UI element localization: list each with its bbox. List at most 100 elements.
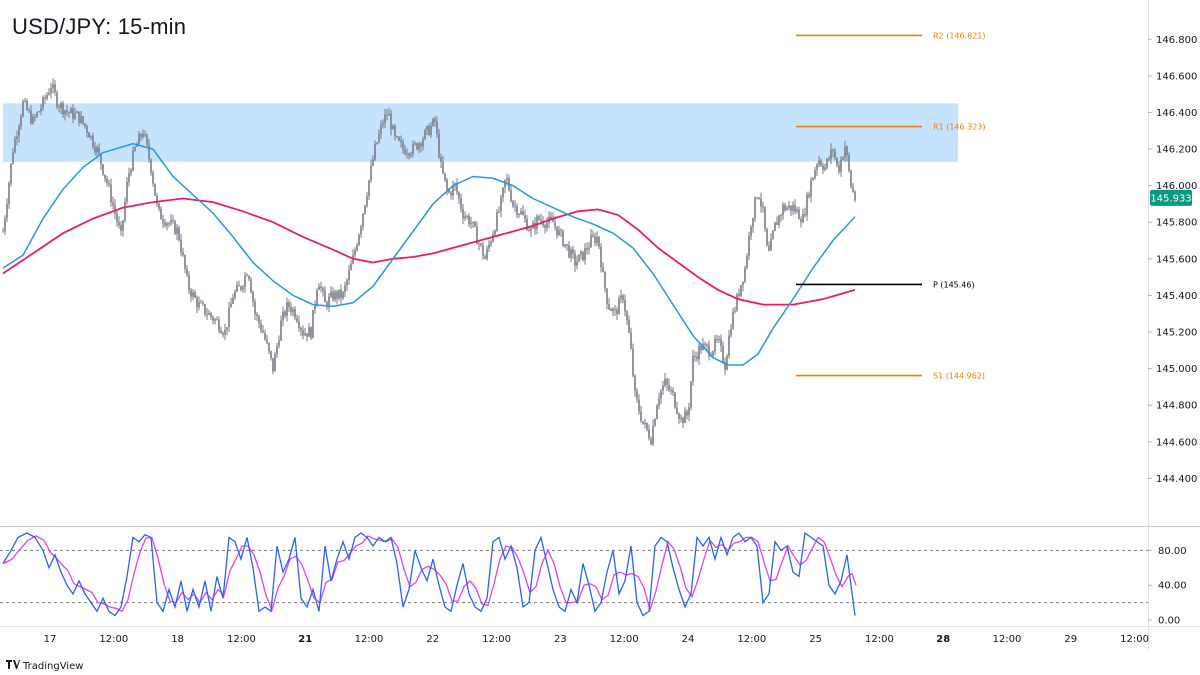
price-tick-label: 146.400 [1156, 108, 1197, 119]
time-tick-label: 12:00 [99, 634, 128, 645]
candle-body [762, 206, 764, 208]
candle-body [14, 139, 16, 153]
candle-body [732, 311, 734, 329]
candle-body [698, 346, 700, 360]
candle-body [752, 218, 754, 228]
candle-body [776, 222, 778, 225]
candle-body [66, 110, 68, 113]
candle-body [518, 214, 520, 216]
candle-body [638, 399, 640, 412]
candle-body [668, 384, 670, 391]
price-tick-label: 146.000 [1156, 181, 1197, 192]
candle-body [62, 103, 64, 115]
candle-body [24, 100, 26, 102]
candle-body [744, 267, 746, 282]
last-price-tag-background [1150, 189, 1192, 206]
time-tick-label: 12:00 [227, 634, 256, 645]
candle-body [2, 231, 4, 233]
candle-body [648, 429, 650, 439]
candle-body [366, 196, 368, 206]
candle-body [558, 229, 560, 236]
candle-body [602, 267, 604, 272]
candle-body [364, 205, 366, 214]
candle-body [84, 123, 86, 127]
candle-body [220, 330, 222, 334]
candle-body [686, 411, 688, 416]
candle-body [774, 222, 776, 232]
candle-body [304, 333, 306, 336]
candle-body [440, 157, 442, 162]
candle-body [124, 201, 126, 221]
candle-body [720, 339, 722, 346]
candle-body [404, 149, 406, 155]
price-axis: 146.800 146.600 146.400 146.200 146.000 145.8… [1148, 35, 1197, 485]
candle-body [612, 308, 614, 312]
candle-body [164, 222, 166, 226]
candle-body [204, 304, 206, 315]
candle-body [782, 204, 784, 216]
candle-body [422, 139, 424, 147]
candle-body [54, 84, 56, 93]
candle-body [244, 275, 246, 287]
candle-body [850, 170, 852, 187]
candle-body [486, 248, 488, 259]
candle-body [476, 226, 478, 245]
candle-body [786, 207, 788, 211]
candle-body [832, 149, 834, 151]
candle-body [498, 211, 500, 213]
candle-body [614, 308, 616, 310]
candle-body [4, 218, 6, 232]
candle-body [384, 114, 386, 124]
candle-body [466, 216, 468, 218]
stochastic-axis: 80.00 40.00 0.00 [1148, 546, 1187, 627]
tradingview-text: TradingView [23, 660, 84, 672]
candle-body [620, 295, 622, 299]
stochastic-k-line [2, 531, 856, 617]
time-tick-label: 17 [44, 634, 57, 645]
candle-body [248, 275, 250, 280]
candle-body [126, 181, 128, 202]
candle-body [848, 155, 850, 171]
candle-body [26, 100, 28, 111]
candle-body [844, 146, 846, 158]
candle-body [748, 235, 750, 256]
candle-body [734, 310, 736, 312]
candle-body [480, 243, 482, 246]
candle-body [826, 158, 828, 168]
tradingview-branding[interactable]: TradingView [6, 660, 83, 672]
candle-body [346, 280, 348, 286]
candle-body [652, 425, 654, 445]
candle-body [812, 177, 814, 181]
candle-body [370, 165, 372, 181]
candle-body [464, 216, 466, 219]
candle-body [292, 309, 294, 313]
time-tick-label: 18 [171, 634, 184, 645]
time-tick-label: 12:00 [865, 634, 894, 645]
candle-body [796, 209, 798, 212]
candle-body [338, 289, 340, 299]
candle-body [722, 345, 724, 363]
candle-body [448, 189, 450, 193]
candle-body [828, 158, 830, 160]
candle-body [570, 249, 572, 258]
candle-body [344, 285, 346, 293]
candle-body [496, 211, 498, 231]
candle-body [562, 230, 564, 247]
candle-body [452, 185, 454, 196]
candle-body [798, 209, 800, 220]
candle-body [398, 136, 400, 141]
candle-body [594, 236, 596, 243]
candle-body [550, 216, 552, 219]
candle-body [116, 213, 118, 223]
candle-body [446, 179, 448, 190]
candle-body [494, 230, 496, 235]
candle-body [300, 327, 302, 331]
candle-body [82, 116, 84, 124]
candle-body [804, 213, 806, 216]
candle-body [152, 172, 154, 184]
candle-body [566, 244, 568, 246]
price-tick-label: 145.600 [1156, 254, 1197, 265]
candle-body [400, 140, 402, 143]
candle-body [536, 216, 538, 230]
